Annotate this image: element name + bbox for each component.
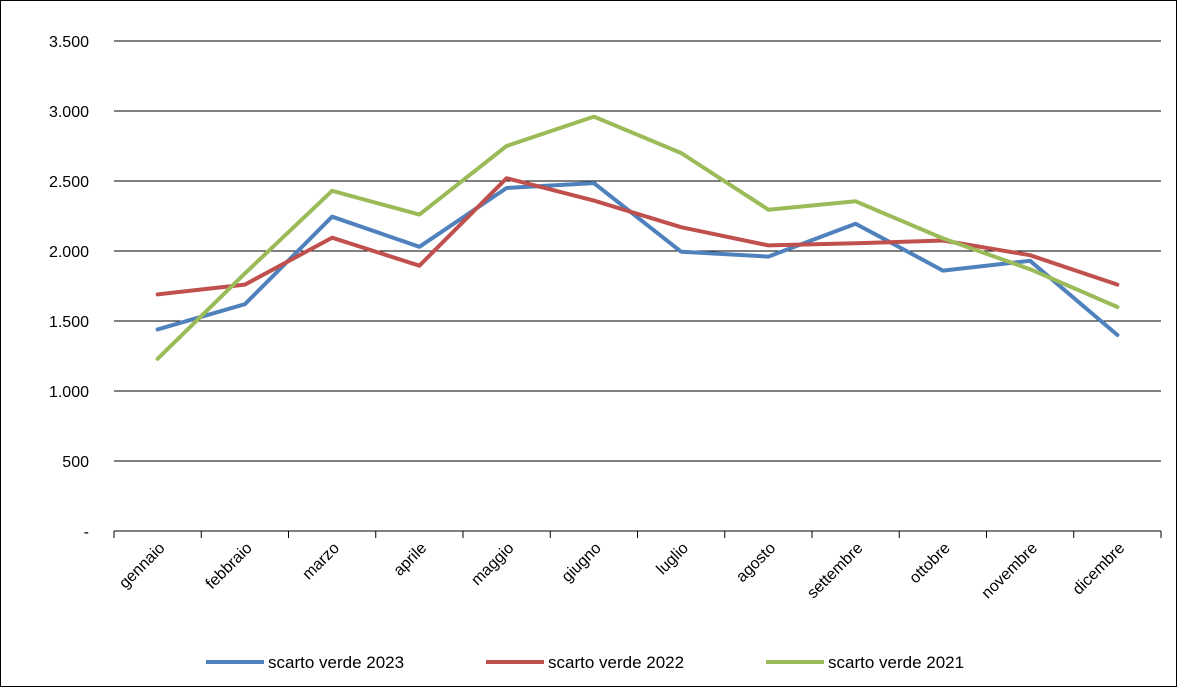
legend-entry: scarto verde 2021 (766, 653, 964, 672)
legend-entry: scarto verde 2022 (486, 653, 684, 672)
x-tick-label: febbraio (203, 540, 256, 593)
x-tick-label: ottobre (906, 540, 953, 587)
x-tick-label: gennaio (116, 540, 168, 592)
x-tick-label: agosto (733, 540, 779, 586)
y-tick-label: 1.500 (49, 314, 89, 331)
y-tick-label: - (84, 524, 89, 541)
legend-label: scarto verde 2023 (268, 653, 404, 672)
series-line-0 (155, 181, 1120, 337)
x-axis (113, 530, 1162, 538)
y-tick-label: 500 (62, 454, 89, 471)
x-tick-label: dicembre (1070, 540, 1129, 599)
legend-entry: scarto verde 2023 (206, 653, 404, 672)
x-tick-label: luglio (654, 540, 693, 579)
x-tick-label: marzo (299, 540, 343, 584)
x-tick-label: novembre (979, 540, 1041, 602)
x-tick-label: maggio (468, 540, 517, 589)
legend: scarto verde 2023 scarto verde 2022 scarto… (206, 653, 964, 672)
series-line-1 (155, 176, 1120, 297)
series-lines (155, 114, 1120, 361)
y-tick-label: 1.000 (49, 384, 89, 401)
legend-label: scarto verde 2022 (548, 653, 684, 672)
y-axis-tick-labels: - 500 1.000 1.500 2.000 2.500 3.000 3.500 (49, 34, 89, 541)
gridlines (114, 40, 1161, 462)
x-tick-label: settembre (804, 540, 866, 602)
y-tick-label: 2.000 (49, 244, 89, 261)
legend-label: scarto verde 2021 (828, 653, 964, 672)
y-tick-label: 3.500 (49, 34, 89, 51)
series-line-2 (155, 114, 1120, 361)
y-tick-label: 2.500 (49, 174, 89, 191)
y-tick-label: 3.000 (49, 104, 89, 121)
x-tick-label: aprile (391, 540, 431, 580)
x-tick-label: giugno (559, 540, 605, 586)
x-axis-tick-labels: gennaio febbraio marzo aprile maggio giugno lu… (116, 540, 1128, 602)
